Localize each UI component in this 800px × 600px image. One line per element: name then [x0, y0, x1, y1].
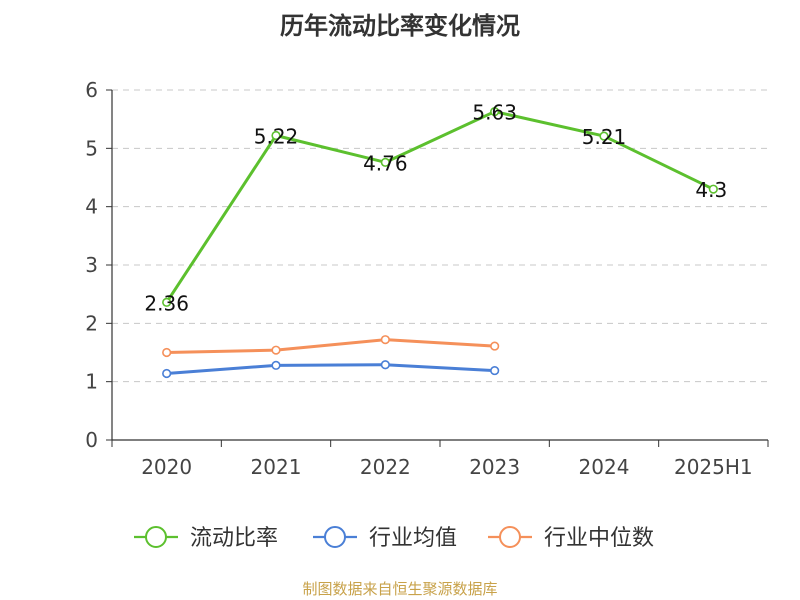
legend-label: 行业均值	[369, 526, 457, 551]
x-tick-label: 2022	[360, 455, 411, 479]
data-point	[490, 365, 500, 376]
x-tick-label: 2025H1	[674, 455, 753, 479]
data-point	[271, 360, 281, 370]
data-point	[708, 184, 718, 194]
chart-title: 历年流动比率变化情况	[280, 12, 520, 40]
legend-marker	[324, 526, 346, 548]
data-point	[599, 131, 609, 141]
x-tick-label: 2023	[469, 455, 520, 479]
source-note: 制图数据来自恒生聚源数据库	[302, 580, 498, 598]
data-point	[271, 345, 281, 355]
data-point	[490, 341, 500, 351]
data-label: 5.22	[254, 125, 299, 149]
series-layer	[162, 106, 718, 379]
y-tick-label: 2	[85, 311, 98, 335]
data-label: 5.63	[472, 101, 517, 125]
legend-marker	[499, 526, 521, 548]
series-line-1	[165, 110, 715, 304]
legend-marker	[145, 526, 167, 548]
y-tick-label: 0	[85, 428, 98, 452]
legend-label: 流动比率	[190, 526, 278, 551]
data-point	[380, 157, 390, 167]
data-label: 4.76	[363, 151, 408, 175]
legend-label: 行业中位数	[544, 526, 654, 551]
data-point	[380, 335, 390, 345]
series-line-2	[165, 363, 497, 375]
data-point	[162, 368, 172, 379]
y-tick-label: 3	[85, 253, 98, 277]
data-point	[162, 347, 172, 358]
y-tick-label: 6	[85, 78, 98, 102]
series-line-3	[165, 338, 497, 354]
data-point	[162, 297, 172, 307]
y-tick-label: 5	[85, 136, 98, 160]
data-label-layer: 2.36 5.22 4.76 5.63 5.21 4.3	[144, 101, 727, 316]
y-tick-label: 4	[85, 195, 98, 219]
data-label: 4.3	[695, 178, 727, 202]
data-point	[490, 106, 500, 117]
data-label: 5.21	[582, 125, 627, 149]
y-tick-label: 1	[85, 370, 98, 394]
x-tick-label: 2021	[251, 455, 302, 479]
x-tick-label: 2024	[579, 455, 630, 479]
x-tick-label: 2020	[141, 455, 192, 479]
axis-layer: 0 1 2 3 4 5 6 2020 2021 2022 2023 2024 2025H1	[85, 78, 769, 479]
data-label: 2.36	[144, 291, 189, 315]
data-point	[380, 360, 390, 370]
data-point	[271, 130, 281, 141]
legend: 流动比率 行业均值 行业中位数	[134, 526, 654, 551]
